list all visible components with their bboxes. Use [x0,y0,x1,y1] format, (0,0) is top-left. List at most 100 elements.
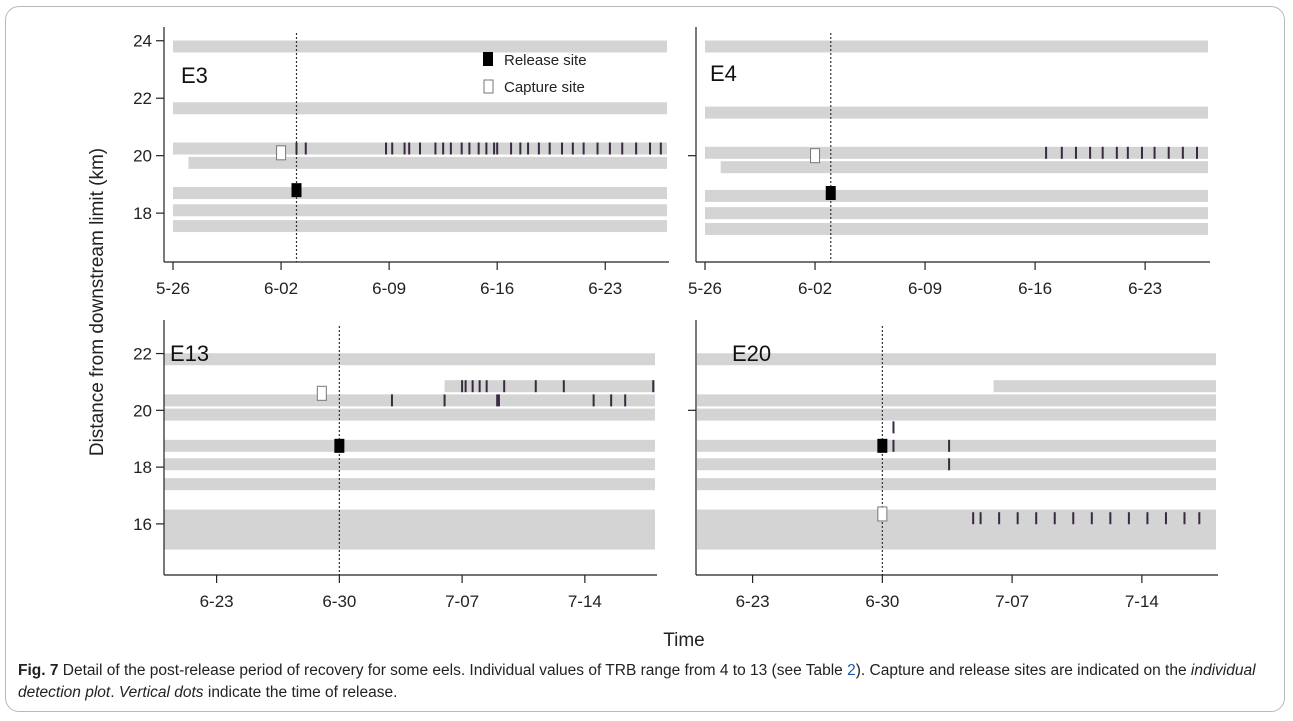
receiver-band [173,102,667,115]
caption-text-2: ). Capture and release sites are indicat… [855,662,1191,679]
detection-mark [659,142,662,155]
detection-mark [390,394,393,407]
detection-mark [496,394,499,407]
x-tick-label: 6-23 [200,592,234,611]
detection-mark [561,142,564,155]
legend: Release site Capture site [483,52,587,96]
caption-fig-number: Fig. 7 [18,662,59,679]
detection-mark [610,394,613,407]
detection-mark [1035,512,1038,525]
detection-mark [477,142,480,155]
receiver-band [164,408,655,421]
x-tick-label: 5-26 [688,279,722,298]
release-site-marker [291,183,302,198]
y-tick-label: 20 [133,147,152,166]
detection-mark [548,142,551,155]
detection-mark [1053,512,1056,525]
receiver-band [993,380,1216,393]
detection-mark [464,380,467,393]
x-axis-title: Time [663,630,705,651]
detection-mark [442,142,445,155]
detection-mark [471,380,474,393]
receiver-band [164,439,655,452]
receiver-band [444,380,655,393]
detection-mark [295,142,298,155]
detection-mark [649,142,652,155]
figure-canvas: 18 20 22 24 5-26 6-02 6-09 6-16 6-23 E3 5-26 6-02 6… [87,27,1218,651]
detection-mark [503,380,506,393]
detection-mark [596,142,599,155]
receiver-band [188,156,667,169]
release-site-marker [877,438,888,453]
receiver-band [164,394,655,407]
panel-label: E3 [181,63,208,88]
legend-release-marker [483,52,493,66]
panel-label: E4 [710,61,737,86]
panel-label: E13 [170,341,209,366]
detection-mark [892,439,895,452]
caption-text-1: Detail of the post-release period of rec… [58,662,848,679]
receiver-band [697,408,1216,421]
y-tick-label: 22 [133,345,152,364]
receiver-band [697,458,1216,471]
legend-capture-label: Capture site [504,79,585,96]
y-tick-label: 20 [133,401,152,420]
detection-mark [403,142,406,155]
capture-site-marker [276,145,287,161]
panel-e13: 16 18 20 22 6-23 6-30 7-07 7-14 E13 [133,320,657,611]
detection-mark [510,142,513,155]
detection-mark [998,512,1001,525]
caption-text-3: . [110,684,119,701]
x-tick-label: 6-23 [736,592,770,611]
detection-mark [1045,146,1048,159]
caption-table-ref: 2 [847,662,856,679]
detection-mark [1127,512,1130,525]
y-tick-label: 18 [133,204,152,223]
panel-e4: 5-26 6-02 6-09 6-16 6-23 E4 [688,27,1210,298]
detection-mark [979,512,982,525]
detection-mark [1198,512,1201,525]
detection-mark [592,394,595,407]
panel-e20: 6-23 6-30 7-07 7-14 E20 [688,320,1218,611]
detection-mark [948,439,951,452]
detection-mark [304,142,307,155]
receiver-band [164,509,655,550]
detection-mark [1109,512,1112,525]
detection-mark [624,394,627,407]
x-tick-label: 6-30 [865,592,899,611]
detection-mark [408,142,411,155]
receiver-band [697,478,1216,491]
receiver-band [697,439,1216,452]
receiver-band [705,106,1208,119]
x-tick-label: 6-23 [588,279,622,298]
panel-e3: 18 20 22 24 5-26 6-02 6-09 6-16 6-23 E3 [133,27,669,298]
detection-mark [1167,146,1170,159]
x-tick-label: 6-02 [264,279,298,298]
detection-mark [1090,512,1093,525]
receiver-band [173,187,667,200]
release-site-marker [825,186,836,201]
detection-mark [582,142,585,155]
capture-site-marker [810,148,821,164]
detection-mark [1164,512,1167,525]
detection-mark [1072,512,1075,525]
capture-site-marker [316,385,327,401]
capture-site-marker [877,506,888,522]
caption-italic-2: Vertical dots [118,684,204,701]
detection-mark [391,142,394,155]
detection-mark [1153,146,1156,159]
detection-mark [608,142,611,155]
detection-mark [443,394,446,407]
receiver-band [705,222,1208,235]
detection-mark [1060,146,1063,159]
detection-mark [635,142,638,155]
x-tick-label: 6-09 [372,279,406,298]
figure-caption: Fig. 7 Detail of the post-release period… [18,660,1273,704]
detection-mark [892,421,895,434]
detection-mark [972,512,975,525]
receiver-band [164,458,655,471]
detection-mark [461,380,464,393]
x-tick-label: 7-07 [445,592,479,611]
x-tick-label: 7-14 [1125,592,1159,611]
figure-frame [5,6,1285,712]
